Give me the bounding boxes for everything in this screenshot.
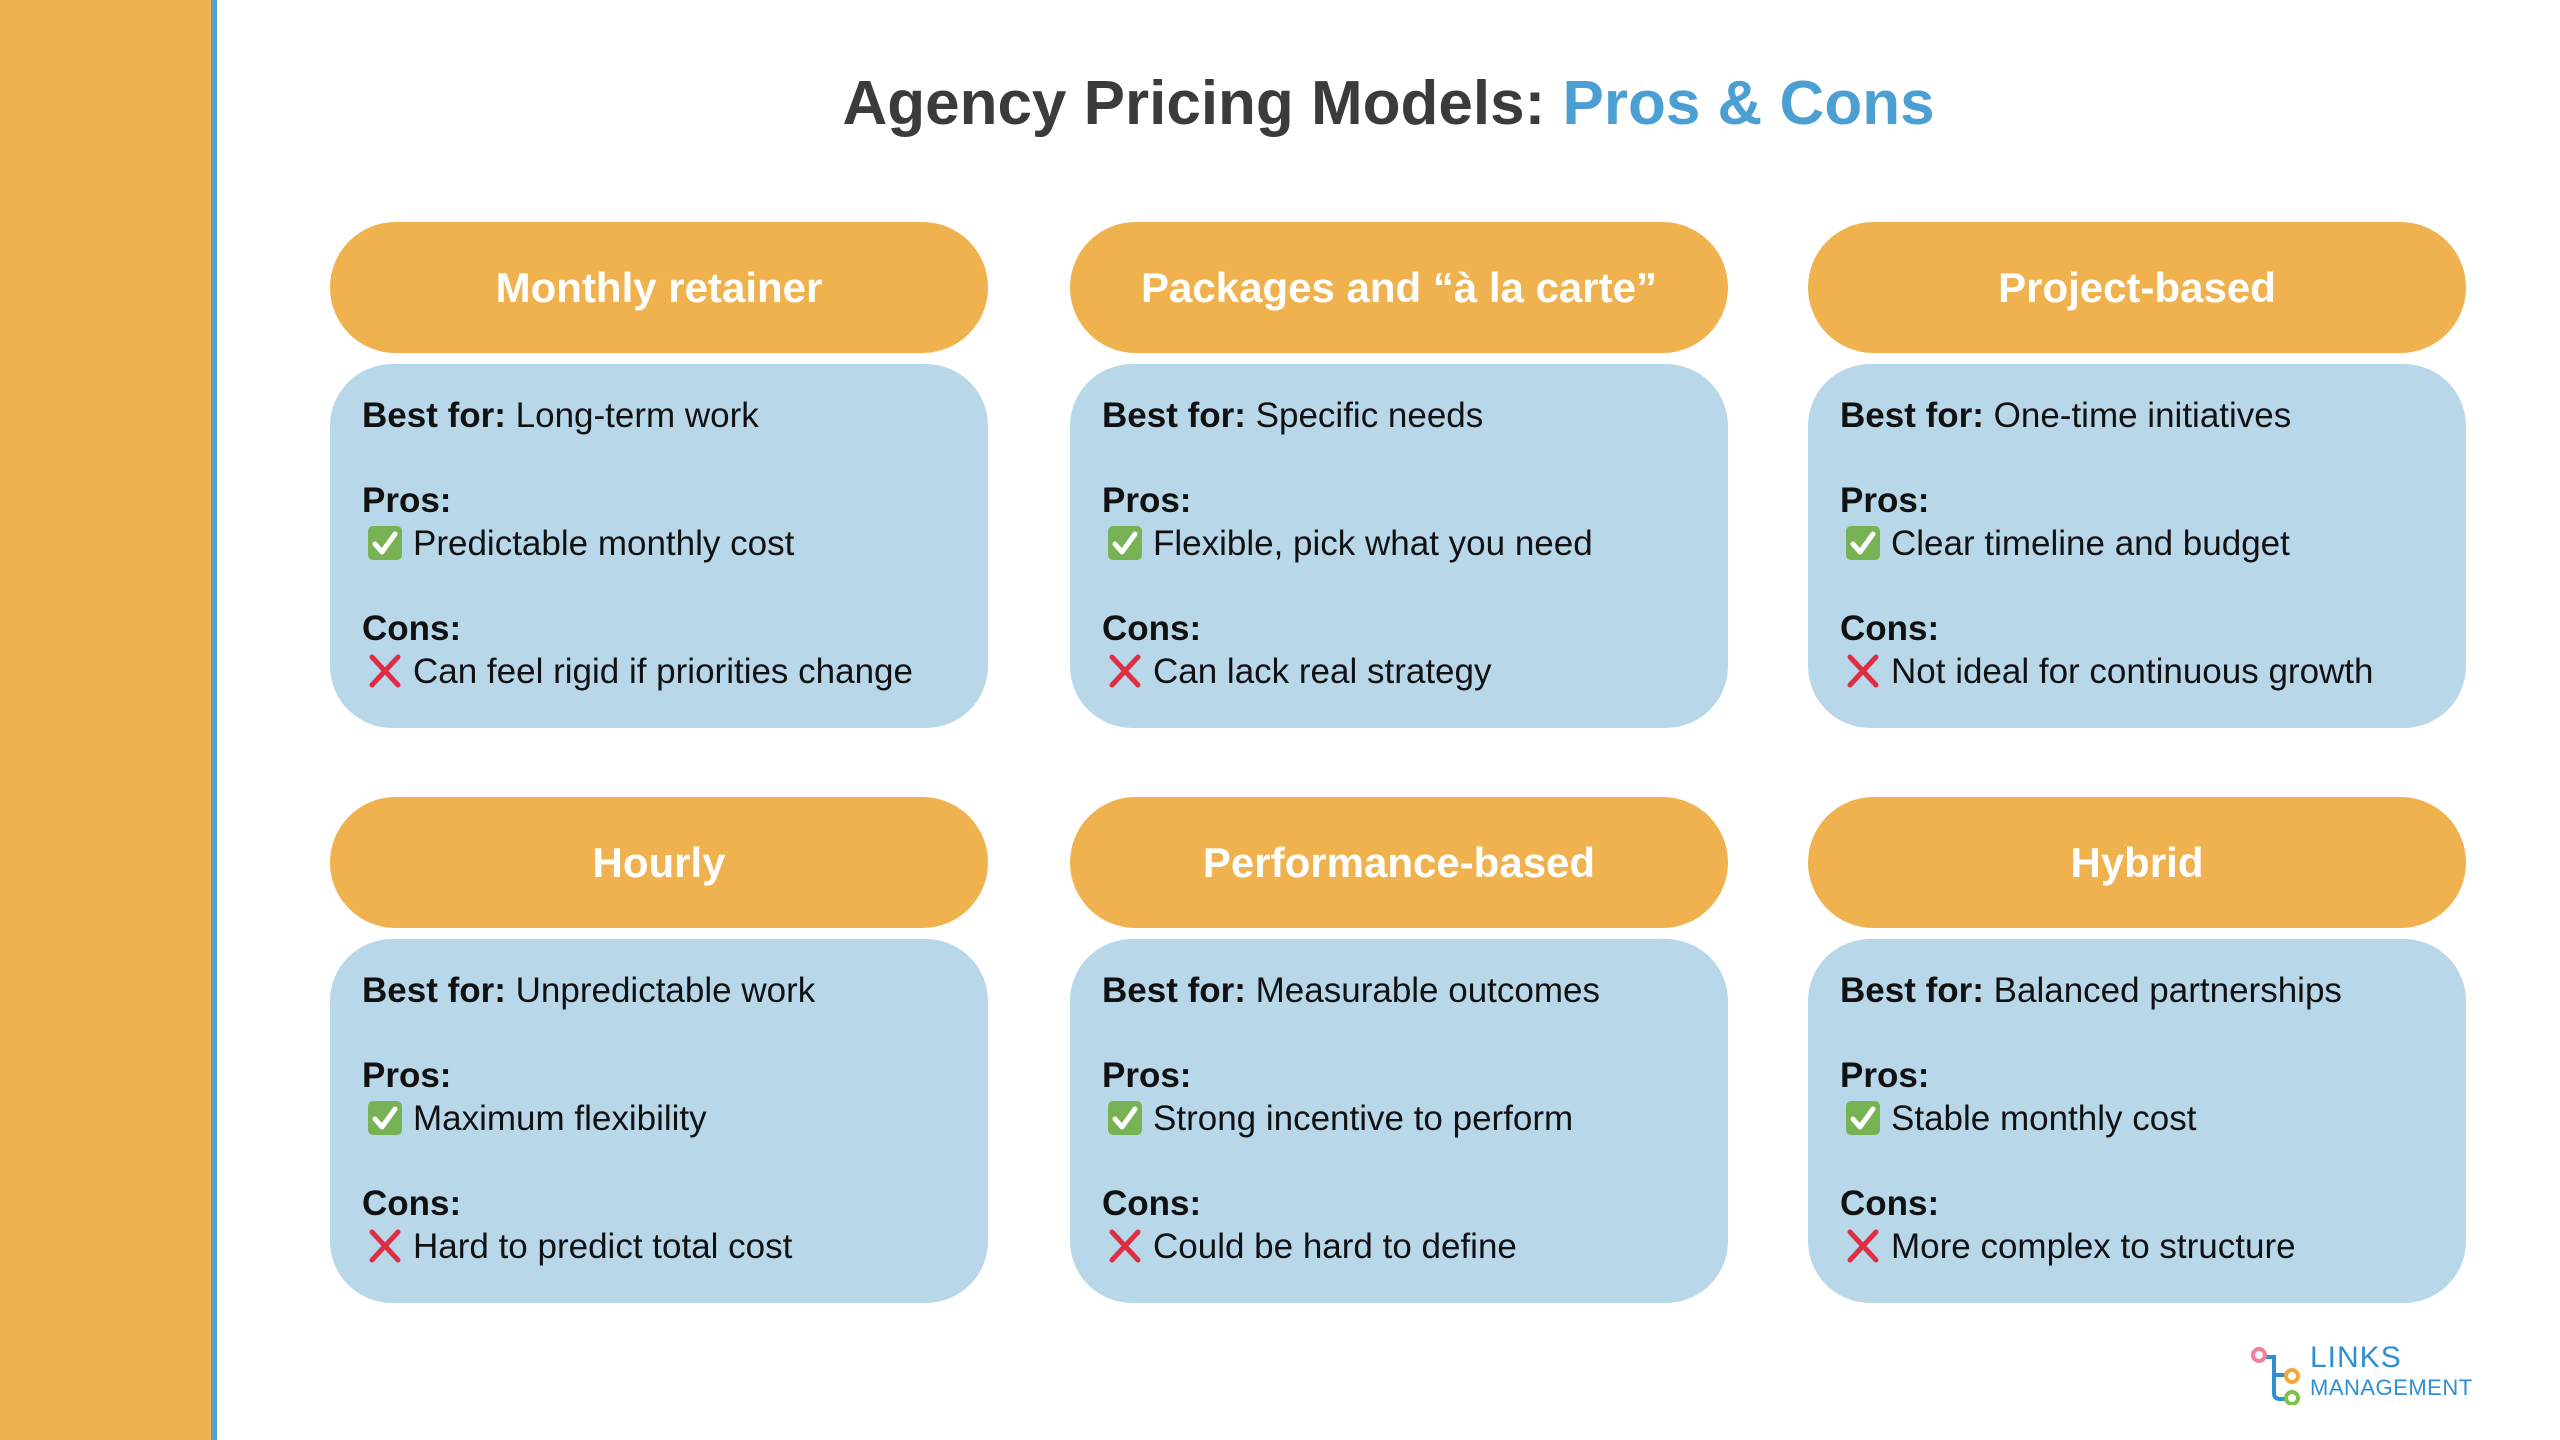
pros-label: Pros:: [362, 1056, 452, 1095]
con-text: Could be hard to define: [1153, 1227, 1517, 1266]
cons-label: Cons:: [362, 1184, 462, 1223]
con-text: Not ideal for continuous growth: [1891, 652, 2374, 691]
card-body: Best for: One-time initiatives Pros: Cle…: [1808, 364, 2466, 728]
pro-text: Strong incentive to perform: [1153, 1099, 1574, 1138]
pro-item: Maximum flexibility: [362, 1097, 956, 1140]
check-icon: [1846, 1101, 1880, 1135]
check-icon: [368, 526, 402, 560]
card-body: Best for: Measurable outcomes Pros: Stro…: [1070, 939, 1728, 1303]
con-text: Can lack real strategy: [1153, 652, 1492, 691]
card-title: Performance-based: [1070, 797, 1728, 928]
card-body: Best for: Balanced partnerships Pros: St…: [1808, 939, 2466, 1303]
pro-item: Strong incentive to perform: [1102, 1097, 1696, 1140]
cons-label: Cons:: [1102, 1184, 1202, 1223]
sidebar-divider: [211, 0, 217, 1440]
check-icon: [1846, 526, 1880, 560]
card-title: Packages and “à la carte”: [1070, 222, 1728, 353]
cross-icon: [1847, 654, 1879, 688]
cross-icon: [1847, 1229, 1879, 1263]
pro-text: Maximum flexibility: [413, 1099, 707, 1138]
cons-label: Cons:: [1102, 609, 1202, 648]
best-for-label: Best for:: [1840, 396, 1984, 435]
card-title: Hybrid: [1808, 797, 2466, 928]
cons-label: Cons:: [1840, 1184, 1940, 1223]
best-for-line: Best for: Balanced partnerships: [1840, 969, 2434, 1012]
con-item: Could be hard to define: [1102, 1225, 1696, 1268]
logo-icon: [2251, 1347, 2300, 1406]
pricing-card: Packages and “à la carte” Best for: Spec…: [1070, 222, 1728, 728]
pricing-card: Performance-based Best for: Measurable o…: [1070, 797, 1728, 1303]
con-item: Can lack real strategy: [1102, 650, 1696, 693]
best-for-line: Best for: Specific needs: [1102, 394, 1696, 437]
cross-icon: [369, 1229, 401, 1263]
cross-icon: [369, 654, 401, 688]
page-title: Agency Pricing Models: Pros & Cons: [217, 68, 2560, 139]
pros-label: Pros:: [1102, 481, 1192, 520]
con-item: More complex to structure: [1840, 1225, 2434, 1268]
best-for-label: Best for:: [1102, 396, 1246, 435]
con-text: Hard to predict total cost: [413, 1227, 793, 1266]
card-title: Project-based: [1808, 222, 2466, 353]
cross-icon: [1109, 654, 1141, 688]
best-for-label: Best for:: [1102, 971, 1246, 1010]
check-icon: [1108, 1101, 1142, 1135]
card-title: Hourly: [330, 797, 988, 928]
best-for-line: Best for: Unpredictable work: [362, 969, 956, 1012]
title-main: Agency Pricing Models:: [842, 69, 1546, 138]
best-for-label: Best for:: [1840, 971, 1984, 1010]
pro-item: Predictable monthly cost: [362, 522, 956, 565]
pro-text: Clear timeline and budget: [1891, 524, 2290, 563]
best-for-label: Best for:: [362, 971, 506, 1010]
pros-label: Pros:: [362, 481, 452, 520]
title-accent: Pros & Cons: [1562, 69, 1935, 138]
best-for-value: Unpredictable work: [515, 971, 816, 1010]
pro-item: Clear timeline and budget: [1840, 522, 2434, 565]
con-item: Not ideal for continuous growth: [1840, 650, 2434, 693]
cons-label: Cons:: [1840, 609, 1940, 648]
links-management-logo: LINKS MANAGEMENT: [2248, 1341, 2478, 1406]
best-for-label: Best for:: [362, 396, 506, 435]
pro-text: Predictable monthly cost: [413, 524, 795, 563]
pricing-card: Hourly Best for: Unpredictable work Pros…: [330, 797, 988, 1303]
best-for-value: Balanced partnerships: [1993, 971, 2342, 1010]
best-for-line: Best for: Measurable outcomes: [1102, 969, 1696, 1012]
pricing-card: Hybrid Best for: Balanced partnerships P…: [1808, 797, 2466, 1303]
pro-text: Flexible, pick what you need: [1153, 524, 1593, 563]
card-body: Best for: Unpredictable work Pros: Maxim…: [330, 939, 988, 1303]
cons-label: Cons:: [362, 609, 462, 648]
pros-label: Pros:: [1840, 481, 1930, 520]
best-for-value: Specific needs: [1255, 396, 1484, 435]
con-item: Can feel rigid if priorities change: [362, 650, 956, 693]
best-for-line: Best for: One-time initiatives: [1840, 394, 2434, 437]
pricing-card: Monthly retainer Best for: Long-term wor…: [330, 222, 988, 728]
card-body: Best for: Specific needs Pros: Flexible,…: [1070, 364, 1728, 728]
pro-text: Stable monthly cost: [1891, 1099, 2197, 1138]
pro-item: Stable monthly cost: [1840, 1097, 2434, 1140]
cross-icon: [1109, 1229, 1141, 1263]
pros-label: Pros:: [1840, 1056, 1930, 1095]
card-body: Best for: Long-term work Pros: Predictab…: [330, 364, 988, 728]
best-for-value: Measurable outcomes: [1255, 971, 1600, 1010]
check-icon: [1108, 526, 1142, 560]
con-text: Can feel rigid if priorities change: [413, 652, 913, 691]
pros-label: Pros:: [1102, 1056, 1192, 1095]
con-text: More complex to structure: [1891, 1227, 2296, 1266]
best-for-line: Best for: Long-term work: [362, 394, 956, 437]
pro-item: Flexible, pick what you need: [1102, 522, 1696, 565]
check-icon: [368, 1101, 402, 1135]
logo-text-management: MANAGEMENT: [2310, 1375, 2473, 1400]
con-item: Hard to predict total cost: [362, 1225, 956, 1268]
sidebar-accent: [0, 0, 211, 1440]
best-for-value: One-time initiatives: [1993, 396, 2292, 435]
best-for-value: Long-term work: [515, 396, 759, 435]
logo-text-links: LINKS: [2310, 1341, 2402, 1374]
card-title: Monthly retainer: [330, 222, 988, 353]
pricing-card: Project-based Best for: One-time initiat…: [1808, 222, 2466, 728]
